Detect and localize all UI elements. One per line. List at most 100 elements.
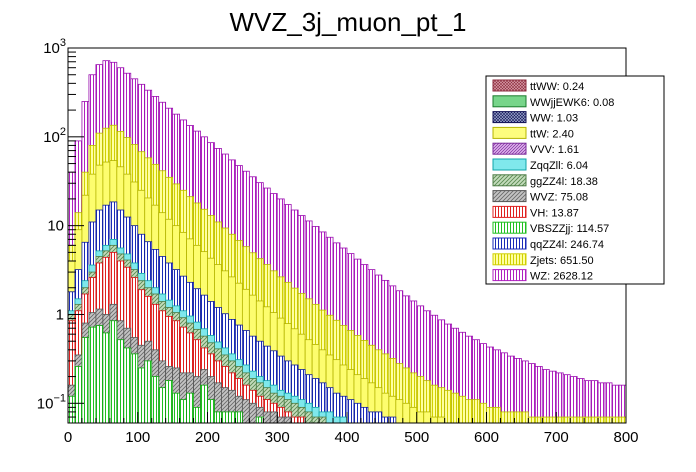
legend-swatch [492,221,527,234]
legend-item-ttw: ttW: 2.40 [492,126,574,140]
x-tick-label: 700 [544,429,569,446]
y-tick-label: 102 [43,126,66,146]
bar-wz [555,372,564,424]
bar-vbszzjj [67,395,76,424]
legend-swatch [492,126,527,139]
legend-label: VBSZZjj: 114.57 [530,223,609,235]
bar-wz [534,366,543,424]
legend-item-qqzz4l: qqZZ4l: 246.74 [492,237,604,251]
bar-ttw [416,411,425,424]
bar-ggzz4l [318,416,327,424]
bar-ttw [430,416,439,424]
bar-vbszzjj [172,392,181,424]
series-vbszzjj [67,320,264,424]
bar-zjets [534,416,543,424]
bar-vbszzjj [151,376,160,424]
bar-wz [548,370,557,424]
bar-zjets [590,416,599,424]
bar-zjets [458,395,466,424]
bar-vbszzjj [137,367,146,424]
legend-label: ggZZ4l: 18.38 [530,176,598,188]
bar-vbszzjj [214,411,222,424]
bar-qqzz4l [388,416,397,424]
x-tick-label: 300 [265,429,290,446]
legend-label: WZ: 2628.12 [530,271,593,283]
legend-swatch [492,79,527,92]
bar-zjets [500,411,508,424]
bar-vbszzjj [95,325,104,424]
bar-zjets [611,416,620,424]
y-tick-label: 10−1 [37,392,66,412]
bar-vbszzjj [116,339,125,424]
bar-vbszzjj [144,360,153,424]
bar-zjets [548,416,557,424]
bar-vh [290,416,299,424]
bar-qqzz4l [367,411,376,424]
bar-qqzz4l [346,399,355,424]
bar-wz [527,363,536,424]
bar-zjets [527,416,536,424]
bar-vbszzjj [74,366,83,424]
legend-swatch [492,205,527,218]
bar-vbszzjj [158,387,167,424]
bar-vbszzjj [88,326,97,424]
bar-ttw [423,411,432,424]
legend-item-ww: WW: 1.03 [492,111,578,125]
bar-zjets [507,411,515,424]
bar-zjets [576,416,585,424]
bar-zjets [493,406,501,424]
legend-item-vvv: VVV: 1.61 [492,142,579,156]
legend-item-wz: WZ: 2628.12 [492,269,593,283]
bar-vbszzjj [234,411,243,424]
bar-wvz [262,411,271,424]
bar-zjets [597,416,606,424]
bar-zjets [569,416,578,424]
bar-vbszzjj [109,320,118,424]
bar-vbszzjj [165,380,174,424]
bar-ttw [409,406,418,424]
bar-wvz [283,416,292,424]
bar-zjets [604,416,613,424]
legend-label: WW: 1.03 [530,113,578,125]
bar-zqqzll [339,416,348,424]
bar-vbszzjj [186,392,194,424]
legend-item-zjets: Zjets: 651.50 [492,253,594,267]
legend-label: WWjjEWK6: 0.08 [530,97,614,109]
bar-vbszzjj [221,411,229,424]
bar-zjets [541,416,550,424]
bar-vbszzjj [207,399,215,424]
bar-vbszzjj [102,332,111,424]
axes: 0 100 200 300 400 500 600 700 800 10−1 1 10 102 103 [37,37,639,446]
x-tick-label: 200 [195,429,220,446]
bar-wz [590,380,599,424]
bar-vbszzjj [130,353,139,424]
legend-label: ttW: 2.40 [530,128,574,140]
bar-zjets [562,416,571,424]
legend-swatch [492,111,527,124]
legend-label: WVZ: 75.08 [530,192,588,204]
bar-wvz [248,402,257,424]
bar-wz [583,380,592,424]
legend-item-vh: VH: 13.87 [492,205,579,219]
legend-swatch [492,237,527,250]
bar-vbszzjj [255,416,264,424]
bar-zjets [514,411,522,424]
legend-item-ggzz4l: ggZZ4l: 18.38 [492,174,598,188]
bar-ttw [402,402,411,424]
bar-wz [562,374,571,424]
bar-wvz [241,399,250,424]
legend-label: qqZZ4l: 246.74 [530,239,604,251]
x-tick-label: 800 [613,429,638,446]
legend-label: ZqqZll: 6.04 [530,160,588,172]
bar-zjets [486,406,494,424]
legend-swatch [492,190,527,203]
bar-wvz [276,416,285,424]
bar-zjets [479,402,487,424]
bar-ggzz4l [304,411,313,424]
legend-label: ttWW: 0.24 [530,81,584,93]
legend-label: VVV: 1.61 [530,144,579,156]
legend-label: Zjets: 651.50 [530,255,594,267]
bar-wz [569,376,578,424]
legend-swatch [492,158,527,171]
bar-qqzz4l [353,402,362,424]
